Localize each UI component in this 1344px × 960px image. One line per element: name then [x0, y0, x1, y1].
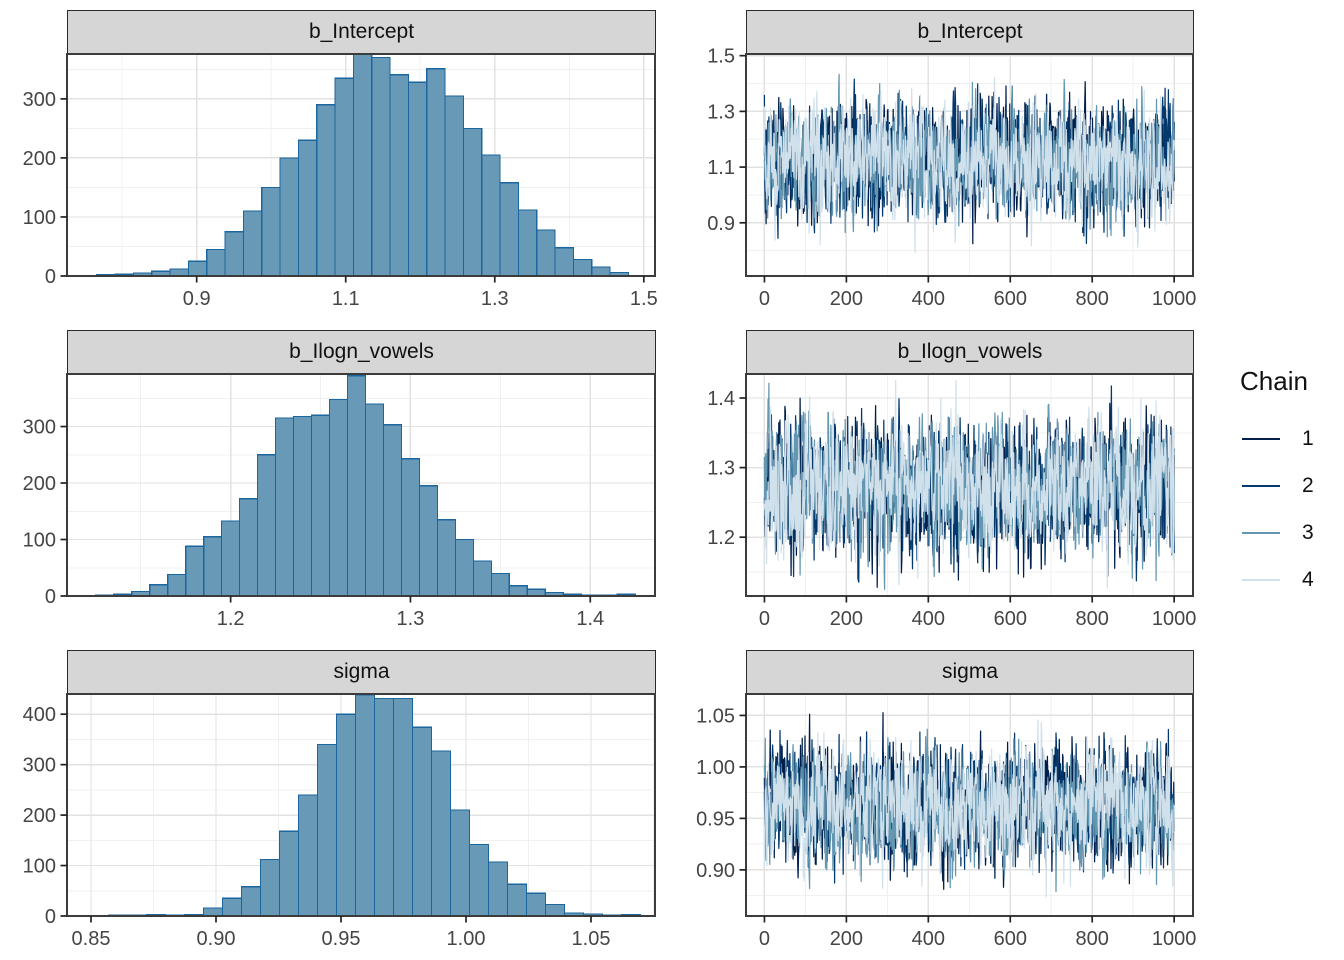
legend-item-label: 4 [1302, 567, 1314, 591]
panel-trace-b-intercept: b_Intercept 0 200 400 600 800 1000 0.9 1.1 1.3 1.… [680, 0, 1210, 320]
svg-text:0: 0 [759, 928, 770, 950]
facet-strip-title: b_Ilogn_vowels [289, 340, 434, 363]
legend-line-swatch [1242, 531, 1280, 534]
facet-strip-title: sigma [333, 660, 390, 683]
svg-text:600: 600 [994, 928, 1027, 950]
facet-strip-title: b_Intercept [917, 20, 1023, 43]
svg-text:400: 400 [912, 288, 945, 310]
histogram-sigma: 0.85 0.90 0.95 1.00 1.05 0 100 200 300 400 [23, 693, 656, 950]
svg-text:1000: 1000 [1152, 288, 1197, 310]
legend-item-chain-3: 3 [1238, 509, 1314, 556]
svg-text:300: 300 [23, 89, 56, 111]
svg-text:1.3: 1.3 [707, 101, 735, 123]
svg-text:200: 200 [23, 148, 56, 170]
svg-text:1.3: 1.3 [707, 458, 735, 480]
legend-line-swatch [1242, 578, 1280, 581]
svg-text:400: 400 [912, 928, 945, 950]
svg-text:100: 100 [23, 856, 56, 878]
svg-text:1.05: 1.05 [696, 705, 735, 727]
svg-text:0.9: 0.9 [183, 288, 211, 310]
svg-text:300: 300 [23, 755, 56, 777]
legend-item-chain-2: 2 [1238, 462, 1314, 509]
facet-strip: b_Ilogn_vowels [67, 330, 656, 374]
legend-title: Chain [1240, 366, 1308, 396]
svg-text:200: 200 [23, 805, 56, 827]
svg-text:1.4: 1.4 [576, 608, 604, 630]
facet-strip: sigma [67, 650, 656, 694]
svg-text:1.5: 1.5 [630, 288, 658, 310]
svg-text:1.2: 1.2 [217, 608, 245, 630]
svg-text:200: 200 [830, 928, 863, 950]
histogram-b-ilogn-vowels: 1.2 1.3 1.4 0 100 200 300 [23, 373, 656, 630]
legend-item-chain-1: 1 [1238, 415, 1314, 462]
svg-text:400: 400 [23, 704, 56, 726]
svg-text:1.3: 1.3 [397, 608, 425, 630]
traceplot-b-intercept: 0 200 400 600 800 1000 0.9 1.1 1.3 1.5 [707, 46, 1197, 310]
facet-strip-title: sigma [941, 660, 999, 683]
legend-line-swatch [1242, 484, 1280, 487]
svg-text:1.4: 1.4 [707, 388, 735, 410]
legend-item-label: 2 [1302, 473, 1314, 497]
svg-text:800: 800 [1076, 608, 1109, 630]
svg-text:600: 600 [994, 288, 1027, 310]
svg-text:1000: 1000 [1152, 608, 1197, 630]
panel-hist-b-ilogn-vowels: b_Ilogn_vowels 1.2 1.3 1.4 0 100 200 300 [0, 320, 680, 640]
panel-trace-b-ilogn-vowels: b_Ilogn_vowels 0 200 400 600 800 1000 1.2 1.3 1.… [680, 320, 1210, 640]
svg-text:1.00: 1.00 [696, 757, 735, 779]
traceplot-sigma: 0 200 400 600 800 1000 0.90 0.95 1.00 1.05 [696, 693, 1197, 950]
svg-text:200: 200 [830, 288, 863, 310]
svg-text:1.5: 1.5 [707, 46, 735, 68]
legend-item-label: 3 [1302, 520, 1314, 544]
panel-hist-b-intercept: b_Intercept 0.9 1.1 1.3 1.5 0 100 200 300 [0, 0, 680, 320]
svg-text:0.90: 0.90 [197, 928, 236, 950]
svg-text:800: 800 [1076, 288, 1109, 310]
svg-text:0: 0 [759, 288, 770, 310]
facet-strip-title: b_Ilogn_vowels [897, 340, 1043, 363]
svg-text:0.95: 0.95 [322, 928, 361, 950]
svg-text:0: 0 [45, 266, 56, 288]
svg-text:200: 200 [23, 473, 56, 495]
traceplot-b-ilogn-vowels: 0 200 400 600 800 1000 1.2 1.3 1.4 [707, 373, 1197, 630]
panel-trace-sigma: sigma 0 200 400 600 800 1000 0.90 0.95 1.00 1.05 [680, 640, 1210, 960]
svg-text:1.1: 1.1 [707, 157, 735, 179]
svg-text:1.1: 1.1 [332, 288, 360, 310]
facet-strip-title: b_Intercept [308, 20, 415, 43]
svg-text:1000: 1000 [1152, 928, 1197, 950]
svg-text:800: 800 [1076, 928, 1109, 950]
svg-text:0.85: 0.85 [72, 928, 111, 950]
svg-text:0.9: 0.9 [707, 213, 735, 235]
histogram-b-intercept: 0.9 1.1 1.3 1.5 0 100 200 300 [23, 53, 658, 310]
svg-text:0.95: 0.95 [696, 808, 735, 830]
legend-item-label: 1 [1302, 426, 1314, 450]
svg-text:0.90: 0.90 [696, 860, 735, 882]
facet-strip: b_Intercept [67, 10, 656, 54]
svg-text:1.05: 1.05 [572, 928, 611, 950]
svg-text:0: 0 [45, 586, 56, 608]
svg-text:600: 600 [994, 608, 1027, 630]
svg-text:0: 0 [45, 906, 56, 928]
facet-strip: b_Ilogn_vowels [746, 330, 1194, 374]
svg-text:400: 400 [912, 608, 945, 630]
svg-text:1.2: 1.2 [707, 527, 735, 549]
svg-text:1.3: 1.3 [481, 288, 509, 310]
legend-item-chain-4: 4 [1238, 556, 1314, 603]
svg-text:100: 100 [23, 530, 56, 552]
panel-hist-sigma: sigma 0.85 0.90 0.95 1.00 1.05 0 100 200 300 400 [0, 640, 680, 960]
chain-legend: Chain 1 2 3 4 [1238, 366, 1314, 603]
svg-text:100: 100 [23, 207, 56, 229]
svg-text:200: 200 [830, 608, 863, 630]
svg-text:0: 0 [759, 608, 770, 630]
legend-line-swatch [1242, 437, 1280, 440]
svg-text:1.00: 1.00 [447, 928, 486, 950]
svg-text:300: 300 [23, 417, 56, 439]
